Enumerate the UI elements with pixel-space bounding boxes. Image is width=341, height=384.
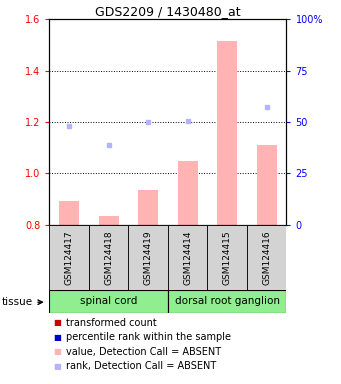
Bar — [217, 41, 237, 225]
Text: GSM124414: GSM124414 — [183, 230, 192, 285]
Bar — [49, 290, 168, 313]
Bar — [168, 225, 207, 290]
Text: dorsal root ganglion: dorsal root ganglion — [175, 296, 280, 306]
Bar — [178, 161, 197, 225]
Text: ■: ■ — [53, 318, 61, 327]
Bar — [138, 190, 158, 225]
Text: GSM124415: GSM124415 — [223, 230, 232, 285]
Text: tissue: tissue — [2, 297, 33, 307]
Bar — [99, 216, 119, 225]
Text: GSM124418: GSM124418 — [104, 230, 113, 285]
Title: GDS2209 / 1430480_at: GDS2209 / 1430480_at — [95, 5, 241, 18]
Text: rank, Detection Call = ABSENT: rank, Detection Call = ABSENT — [66, 361, 217, 371]
Bar — [89, 225, 129, 290]
Text: value, Detection Call = ABSENT: value, Detection Call = ABSENT — [66, 347, 222, 357]
Text: GSM124419: GSM124419 — [144, 230, 153, 285]
Text: transformed count: transformed count — [66, 318, 157, 328]
Bar — [168, 290, 286, 313]
Bar — [59, 201, 79, 225]
Text: GSM124417: GSM124417 — [65, 230, 74, 285]
Bar — [207, 225, 247, 290]
Bar — [247, 225, 286, 290]
Text: ■: ■ — [53, 333, 61, 342]
Bar — [129, 225, 168, 290]
Text: spinal cord: spinal cord — [80, 296, 137, 306]
Text: percentile rank within the sample: percentile rank within the sample — [66, 332, 232, 342]
Bar — [49, 225, 89, 290]
Text: ■: ■ — [53, 347, 61, 356]
Text: GSM124416: GSM124416 — [262, 230, 271, 285]
Bar — [257, 145, 277, 225]
Text: ■: ■ — [53, 362, 61, 371]
